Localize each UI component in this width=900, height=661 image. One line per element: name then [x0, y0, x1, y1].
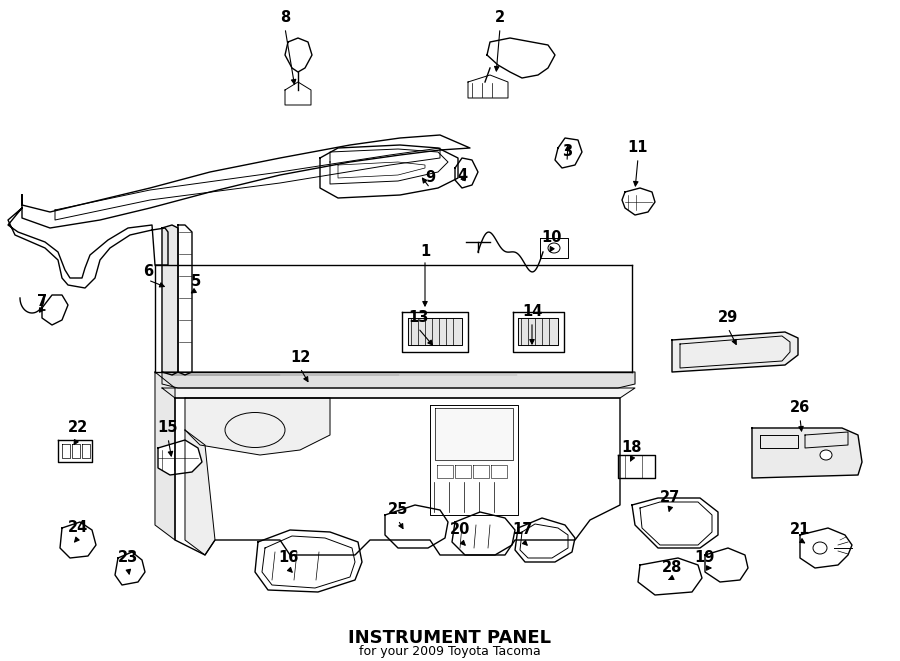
- Polygon shape: [555, 138, 582, 168]
- Polygon shape: [285, 38, 312, 72]
- Text: 29: 29: [718, 311, 738, 325]
- Polygon shape: [540, 238, 568, 258]
- Text: 17: 17: [512, 522, 532, 537]
- Text: 25: 25: [388, 502, 409, 518]
- Text: 13: 13: [408, 311, 428, 325]
- Polygon shape: [515, 518, 575, 562]
- Polygon shape: [468, 75, 508, 98]
- Text: 22: 22: [68, 420, 88, 436]
- Text: 12: 12: [290, 350, 310, 366]
- Polygon shape: [185, 430, 215, 555]
- Polygon shape: [435, 408, 513, 460]
- Polygon shape: [8, 208, 168, 288]
- Text: for your 2009 Toyota Tacoma: for your 2009 Toyota Tacoma: [359, 646, 541, 658]
- Polygon shape: [158, 440, 202, 475]
- Text: 9: 9: [425, 171, 435, 186]
- Polygon shape: [42, 295, 68, 325]
- Polygon shape: [58, 440, 92, 462]
- Polygon shape: [618, 455, 655, 478]
- Polygon shape: [672, 332, 798, 372]
- Polygon shape: [487, 38, 555, 78]
- Text: 16: 16: [278, 551, 298, 566]
- Polygon shape: [452, 512, 515, 555]
- Polygon shape: [705, 548, 748, 582]
- Polygon shape: [175, 398, 620, 555]
- Text: 11: 11: [628, 141, 648, 155]
- Polygon shape: [155, 372, 175, 540]
- Polygon shape: [115, 552, 145, 585]
- Polygon shape: [632, 498, 718, 548]
- Text: 28: 28: [662, 561, 682, 576]
- Polygon shape: [385, 505, 448, 548]
- Text: 24: 24: [68, 520, 88, 535]
- Polygon shape: [638, 558, 702, 595]
- Ellipse shape: [813, 542, 827, 554]
- Polygon shape: [22, 135, 470, 228]
- Text: 20: 20: [450, 522, 470, 537]
- Text: 19: 19: [695, 551, 716, 566]
- Polygon shape: [162, 372, 635, 388]
- Text: 26: 26: [790, 401, 810, 416]
- Polygon shape: [185, 398, 330, 455]
- Text: 27: 27: [660, 490, 680, 506]
- Text: 15: 15: [158, 420, 178, 436]
- Ellipse shape: [820, 450, 832, 460]
- Text: 1: 1: [420, 245, 430, 260]
- Polygon shape: [752, 428, 862, 478]
- Polygon shape: [430, 405, 518, 515]
- Polygon shape: [162, 388, 635, 398]
- Text: 14: 14: [522, 305, 542, 319]
- Polygon shape: [285, 82, 311, 105]
- Polygon shape: [320, 145, 458, 198]
- Polygon shape: [162, 225, 178, 375]
- Text: 21: 21: [790, 522, 810, 537]
- Text: 7: 7: [37, 295, 47, 309]
- Polygon shape: [60, 522, 96, 558]
- Text: 8: 8: [280, 11, 290, 26]
- Text: 18: 18: [622, 440, 643, 455]
- Text: 5: 5: [191, 274, 201, 290]
- Polygon shape: [622, 188, 655, 215]
- Polygon shape: [408, 318, 462, 345]
- Polygon shape: [455, 158, 478, 188]
- Text: 10: 10: [542, 231, 562, 245]
- Polygon shape: [178, 225, 192, 375]
- Ellipse shape: [548, 243, 560, 253]
- Text: 23: 23: [118, 551, 138, 566]
- Polygon shape: [255, 530, 362, 592]
- Polygon shape: [518, 318, 558, 345]
- Polygon shape: [800, 528, 852, 568]
- Text: 2: 2: [495, 11, 505, 26]
- Text: INSTRUMENT PANEL: INSTRUMENT PANEL: [348, 629, 552, 647]
- Text: 6: 6: [143, 264, 153, 280]
- Text: 3: 3: [562, 145, 572, 159]
- Text: 4: 4: [457, 167, 467, 182]
